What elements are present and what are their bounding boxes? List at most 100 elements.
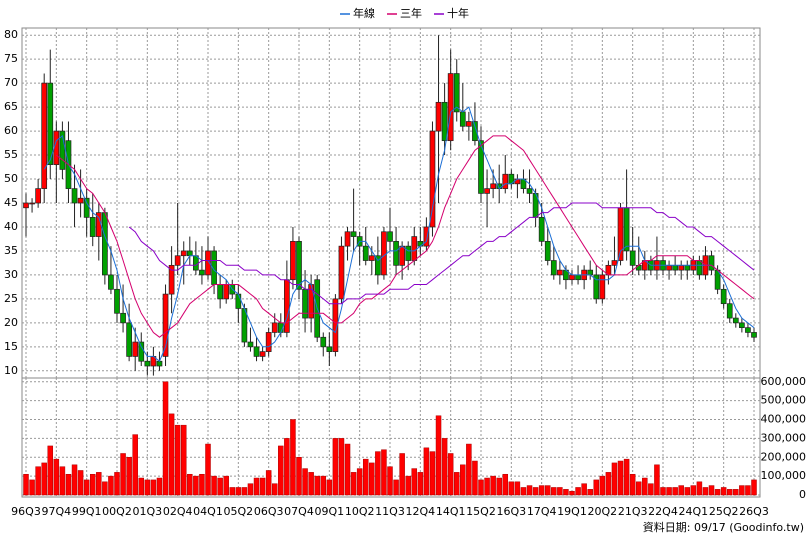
volume-bar — [144, 479, 151, 496]
x-tick-label: 04Q1 — [193, 505, 223, 518]
volume-bar — [29, 479, 35, 496]
candle-body — [29, 202, 35, 205]
candle-body — [375, 255, 381, 276]
x-tick-label: 24Q1 — [679, 505, 709, 518]
volume-bar — [605, 472, 612, 496]
volume-bar — [65, 473, 72, 496]
volume-bar — [338, 438, 345, 496]
volume-bar — [405, 475, 411, 496]
volume-bar — [684, 487, 691, 496]
x-tick-label: 21Q3 — [618, 505, 648, 518]
volume-bar — [114, 472, 120, 496]
volume-bar — [751, 479, 757, 496]
volume-bar — [387, 466, 393, 496]
volume-bar — [350, 472, 357, 496]
candle-body — [53, 130, 60, 165]
candle-body — [23, 202, 29, 209]
x-tick-label: 16Q3 — [497, 505, 527, 518]
volume-bar — [77, 470, 84, 496]
candle-body — [587, 269, 594, 276]
volume-bar — [205, 443, 211, 496]
volume-bar — [180, 424, 187, 496]
volume-bar — [635, 481, 642, 496]
x-tick-label: 25Q2 — [709, 505, 739, 518]
volume-bar — [745, 485, 751, 496]
volume-bar — [71, 464, 78, 496]
volume-bar — [375, 451, 381, 496]
x-tick-label: 10Q2 — [345, 505, 375, 518]
candle-body — [344, 231, 351, 247]
volume-bar — [599, 475, 606, 496]
volume-bar — [278, 445, 284, 496]
volume-bar — [648, 483, 654, 496]
candle-body — [684, 264, 691, 271]
y-tick-label: 45 — [4, 196, 18, 209]
candle-body — [666, 264, 672, 271]
volume-bar — [629, 473, 636, 496]
candle-body — [405, 245, 412, 261]
candle-body — [726, 303, 733, 319]
volume-bar — [496, 477, 502, 496]
volume-bar — [739, 485, 745, 496]
candle-body — [102, 212, 108, 276]
candle-body — [599, 274, 606, 300]
volume-bar — [587, 489, 593, 496]
candle-body — [265, 332, 272, 352]
candle-body — [47, 82, 54, 165]
volume-bar — [235, 487, 242, 496]
volume-bar — [187, 473, 193, 496]
volume-bar — [581, 483, 587, 496]
volume-bar — [696, 481, 703, 496]
candle-body — [296, 241, 302, 290]
candle-body — [235, 293, 242, 309]
y-tick-label: 35 — [4, 244, 18, 257]
volume-bar — [720, 487, 727, 496]
candle-body — [502, 173, 509, 189]
candle-body — [271, 322, 278, 333]
volume-bar — [108, 475, 114, 496]
candle-body — [453, 73, 460, 113]
candle-body — [720, 288, 727, 305]
candle-body — [629, 250, 636, 266]
candle-body — [144, 360, 151, 367]
candle-body — [472, 121, 478, 142]
candle-body — [41, 82, 48, 189]
volume-bar — [484, 477, 490, 496]
candle-body — [205, 250, 211, 276]
candle-body — [247, 341, 254, 348]
volume-bar — [35, 466, 41, 496]
volume-bar — [41, 462, 47, 496]
volume-bar — [23, 473, 29, 496]
volume-bar — [199, 473, 205, 496]
x-tick-label: 15Q2 — [466, 505, 496, 518]
candle-body — [114, 288, 120, 314]
candle-body — [126, 322, 132, 357]
x-tick-label: 00Q2 — [102, 505, 132, 518]
candle-body — [611, 260, 618, 266]
volume-bar — [617, 460, 624, 496]
volume-bar — [102, 481, 108, 496]
x-tick-label: 11Q3 — [375, 505, 405, 518]
candle-body — [429, 130, 436, 228]
volume-bar — [126, 457, 132, 496]
candle-body — [478, 140, 484, 194]
volume-bar — [538, 485, 545, 496]
candle-body — [71, 188, 78, 204]
volume-bar — [356, 468, 363, 496]
y-tick-label: 25 — [4, 292, 18, 305]
candle-body — [174, 255, 181, 266]
y-tick-label: 20 — [4, 316, 18, 329]
candle-body — [623, 207, 630, 252]
x-tick-label: 19Q1 — [557, 505, 587, 518]
y-tick-label: 50 — [4, 172, 18, 185]
ma-line — [55, 135, 755, 338]
volume-bar — [435, 415, 442, 496]
candle-body — [544, 241, 551, 261]
volume-bar — [271, 483, 278, 496]
y-tick-label: 75 — [4, 52, 18, 65]
candle-body — [745, 327, 751, 333]
volume-bar — [138, 477, 145, 496]
volume-bar — [96, 472, 102, 496]
volume-bar — [53, 458, 60, 496]
